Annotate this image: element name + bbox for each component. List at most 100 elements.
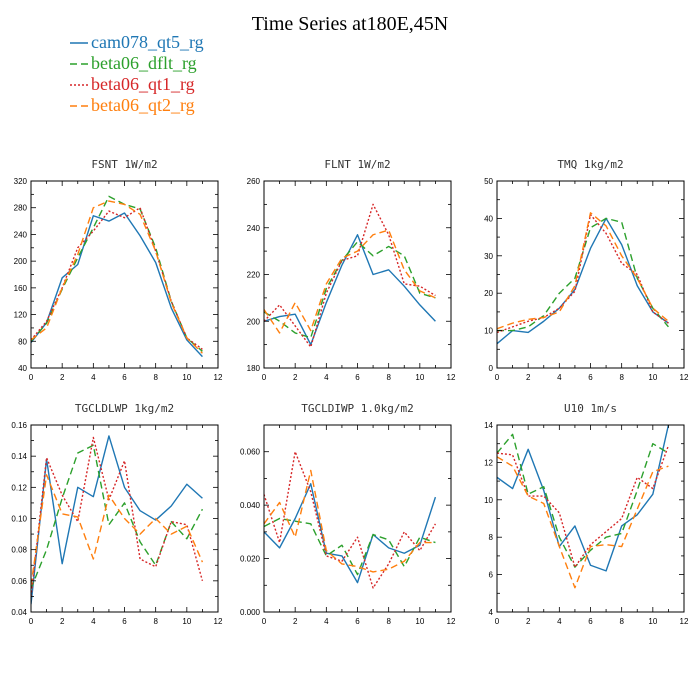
x-tick-label: 2 xyxy=(526,373,531,382)
y-tick-label: 0.12 xyxy=(11,483,27,492)
legend-item-beta06_dflt_rg: beta06_dflt_rg xyxy=(70,53,197,73)
y-tick-label: 0.04 xyxy=(11,608,27,617)
y-tick-label: 14 xyxy=(484,421,493,430)
x-tick-label: 2 xyxy=(60,373,65,382)
y-tick-label: 120 xyxy=(14,311,28,320)
series-line-beta06_qt2_rg xyxy=(264,469,436,573)
series-group xyxy=(497,212,669,345)
series-line-beta06_qt1_rg xyxy=(31,207,203,350)
x-tick-label: 8 xyxy=(153,617,158,626)
y-tick-label: 160 xyxy=(14,284,28,293)
x-tick-label: 6 xyxy=(122,373,127,382)
y-tick-label: 12 xyxy=(484,458,493,467)
x-tick-label: 8 xyxy=(619,617,624,626)
series-line-beta06_qt1_rg xyxy=(497,213,669,334)
y-tick-label: 180 xyxy=(247,364,261,373)
series-line-cam078_qt5_rg xyxy=(497,425,670,572)
series-line-beta06_qt2_rg xyxy=(264,229,436,334)
y-tick-label: 0.14 xyxy=(11,452,27,461)
panel-1: FSNT 1W/m2 0 2 4 6 8 10 12 40 80 120 160 200 240 280 32… xyxy=(14,158,223,382)
series-line-beta06_qt1_rg xyxy=(31,436,204,597)
y-tick-label: 40 xyxy=(484,214,493,223)
panel-title: TGCLDLWP 1kg/m2 xyxy=(75,402,174,415)
panel-3: TMQ 1kg/m2 0 2 4 6 8 10 12 0 10 20 30 40 50 xyxy=(484,158,689,382)
plot-frame xyxy=(263,424,452,613)
y-tick-label: 40 xyxy=(18,364,27,373)
x-tick-label: 10 xyxy=(182,617,191,626)
y-tick-label: 30 xyxy=(484,252,493,261)
series-line-beta06_qt2_rg xyxy=(31,200,203,354)
plot-frame xyxy=(496,180,685,369)
y-tick-label: 200 xyxy=(14,257,28,266)
x-tick-label: 0 xyxy=(29,373,34,382)
x-tick-label: 6 xyxy=(588,373,593,382)
plot-frame xyxy=(496,424,685,613)
x-tick-label: 0 xyxy=(495,373,500,382)
series-group xyxy=(264,203,436,348)
y-tick-label: 260 xyxy=(247,177,261,186)
x-tick-label: 10 xyxy=(648,373,657,382)
panel-title: TMQ 1kg/m2 xyxy=(557,158,623,171)
y-tick-label: 0.08 xyxy=(11,546,27,555)
y-tick-label: 0.10 xyxy=(11,515,27,524)
series-line-beta06_dflt_rg xyxy=(31,195,203,352)
panel-title: TGCLDIWP 1.0kg/m2 xyxy=(301,402,414,415)
panel-2: FLNT 1W/m2 0 2 4 6 8 10 12 180 200 220 240 260 xyxy=(247,158,456,382)
y-tick-label: 0.020 xyxy=(240,555,261,564)
legend: cam078_qt5_rgbeta06_dflt_rgbeta06_qt1_rg… xyxy=(70,32,204,115)
panel-title: U10 1m/s xyxy=(564,402,617,415)
y-tick-label: 280 xyxy=(14,204,28,213)
series-line-cam078_qt5_rg xyxy=(31,435,203,605)
series-line-beta06_qt1_rg xyxy=(497,445,670,568)
y-tick-label: 0.040 xyxy=(240,501,261,510)
x-tick-label: 10 xyxy=(415,617,424,626)
series-line-beta06_dflt_rg xyxy=(264,517,436,576)
legend-label: beta06_dflt_rg xyxy=(91,53,197,73)
y-tick-label: 0 xyxy=(489,364,494,373)
panel-5: TGCLDIWP 1.0kg/m2 0 2 4 6 8 10 12 0.000 0.020 0.04… xyxy=(240,402,456,626)
y-tick-label: 0.16 xyxy=(11,421,27,430)
panels: FSNT 1W/m20 2 4 6 8 10 12408012016020024028032… xyxy=(11,158,689,626)
x-tick-label: 0 xyxy=(262,617,267,626)
series-group xyxy=(31,435,204,605)
x-tick-label: 4 xyxy=(324,373,329,382)
y-tick-label: 10 xyxy=(484,327,493,336)
legend-label: cam078_qt5_rg xyxy=(91,32,204,52)
y-tick-label: 80 xyxy=(18,337,27,346)
x-tick-label: 8 xyxy=(619,373,624,382)
y-tick-label: 4 xyxy=(489,608,494,617)
y-tick-label: 320 xyxy=(14,177,28,186)
series-group xyxy=(264,451,437,589)
series-line-beta06_qt2_rg xyxy=(31,474,204,586)
panel-6: U10 1m/s 0 2 4 6 8 10 12 4 6 8 10 12 14 xyxy=(484,402,689,626)
x-tick-label: 4 xyxy=(557,373,562,382)
y-tick-label: 6 xyxy=(489,571,494,580)
y-tick-label: 240 xyxy=(247,224,261,233)
y-tick-label: 20 xyxy=(484,289,493,298)
x-tick-label: 0 xyxy=(495,617,500,626)
x-tick-label: 4 xyxy=(91,617,96,626)
y-tick-label: 0.06 xyxy=(11,577,27,586)
series-line-beta06_qt2_rg xyxy=(497,456,669,589)
x-tick-label: 10 xyxy=(648,617,657,626)
x-tick-label: 12 xyxy=(214,373,223,382)
figure-title: Time Series at180E,45N xyxy=(252,13,448,35)
x-tick-label: 10 xyxy=(415,373,424,382)
x-tick-label: 2 xyxy=(293,617,298,626)
plot-frame xyxy=(30,180,219,369)
series-group xyxy=(31,195,203,358)
x-tick-label: 12 xyxy=(680,617,689,626)
x-tick-label: 8 xyxy=(386,373,391,382)
y-tick-label: 240 xyxy=(14,230,28,239)
panel-4: TGCLDLWP 1kg/m2 0 2 4 6 8 10 12 0.04 0.06 0.08 0.10… xyxy=(11,402,223,626)
x-tick-label: 2 xyxy=(526,617,531,626)
series-line-beta06_qt1_rg xyxy=(264,203,436,348)
y-tick-label: 0.060 xyxy=(240,448,261,457)
series-line-beta06_dflt_rg xyxy=(497,217,669,332)
series-line-beta06_dflt_rg xyxy=(31,444,204,589)
x-tick-label: 2 xyxy=(293,373,298,382)
legend-label: beta06_qt2_rg xyxy=(91,95,195,115)
series-line-beta06_dflt_rg xyxy=(497,433,669,568)
x-tick-label: 2 xyxy=(60,617,65,626)
